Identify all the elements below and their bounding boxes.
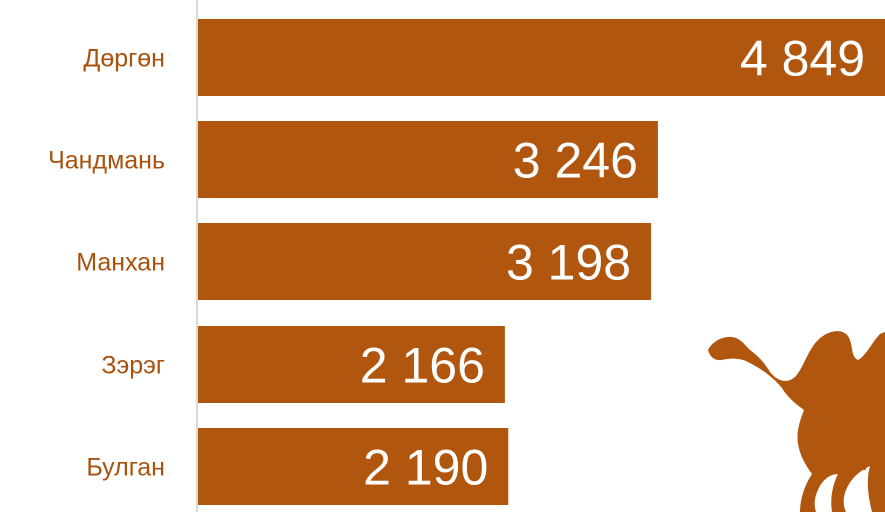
bar-zereg xyxy=(198,326,505,403)
tick-label-bulgan: Булган xyxy=(86,454,165,482)
tick-label-dorgon: Дөргөн xyxy=(83,45,165,73)
tick-label-mankhan: Манхан xyxy=(76,249,165,277)
data-label-mankhan: 3 198 xyxy=(506,235,631,291)
data-label-chandmani: 3 246 xyxy=(513,133,638,189)
bar-dorgon xyxy=(198,19,885,96)
tick-label-zereg: Зэрэг xyxy=(101,352,165,380)
data-label-dorgon: 4 849 xyxy=(740,31,865,87)
data-label-zereg: 2 166 xyxy=(360,338,485,394)
data-label-bulgan: 2 190 xyxy=(363,440,488,496)
bar-bulgan xyxy=(198,428,509,505)
camel-icon xyxy=(708,331,885,512)
bar-mankhan xyxy=(198,223,652,300)
bar-chandmani xyxy=(198,121,658,198)
tick-label-chandmani: Чандмань xyxy=(48,147,165,175)
